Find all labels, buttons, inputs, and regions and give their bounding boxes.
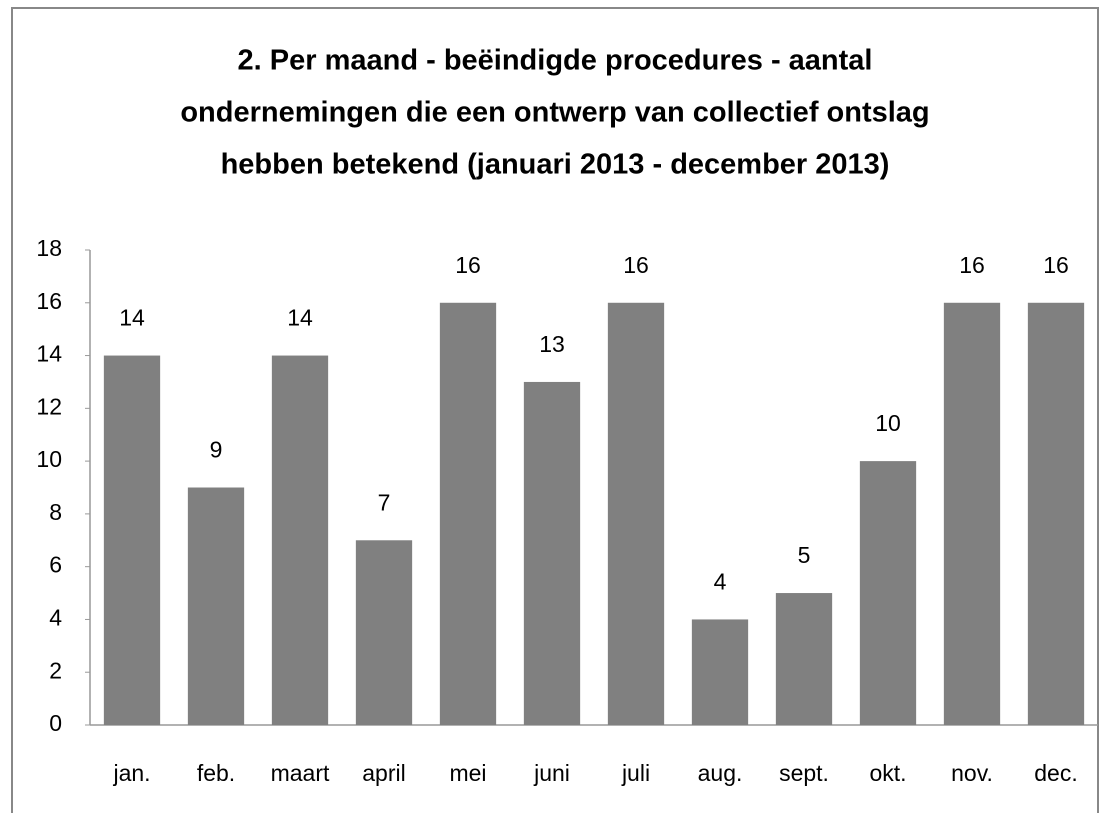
bar <box>355 540 413 725</box>
bar <box>187 487 245 725</box>
bar <box>691 619 749 725</box>
x-tick-label: mei <box>449 760 486 786</box>
x-tick-label: sept. <box>779 760 829 786</box>
x-tick-label: juli <box>621 760 650 786</box>
y-tick-label: 12 <box>36 393 62 419</box>
chart-title: 2. Per maand - beëindigde procedures - a… <box>238 45 873 77</box>
data-label: 4 <box>714 569 727 595</box>
data-label: 5 <box>798 542 811 568</box>
y-tick-label: 6 <box>49 552 62 578</box>
x-tick-label: feb. <box>197 760 235 786</box>
bar <box>523 381 581 725</box>
data-label: 16 <box>1043 252 1069 278</box>
chart-title: hebben betekend (januari 2013 - december… <box>221 149 890 181</box>
bar <box>859 461 917 725</box>
y-tick-label: 18 <box>36 235 62 261</box>
bar <box>943 302 1001 725</box>
y-tick-label: 4 <box>49 605 62 631</box>
data-label: 10 <box>875 410 901 436</box>
data-label: 9 <box>210 437 223 463</box>
data-label: 16 <box>455 252 481 278</box>
data-label: 14 <box>287 305 313 331</box>
bar <box>103 355 161 725</box>
data-label: 7 <box>378 489 391 515</box>
bar <box>439 302 497 725</box>
x-tick-label: juni <box>533 760 570 786</box>
y-tick-label: 2 <box>49 657 62 683</box>
x-tick-label: nov. <box>951 760 993 786</box>
x-tick-label: april <box>362 760 405 786</box>
y-tick-label: 0 <box>49 710 62 736</box>
data-label: 16 <box>623 252 649 278</box>
chart-title: ondernemingen die een ontwerp van collec… <box>180 97 929 129</box>
data-label: 14 <box>119 305 145 331</box>
data-label: 16 <box>959 252 985 278</box>
bar <box>271 355 329 725</box>
x-tick-label: aug. <box>698 760 743 786</box>
y-tick-label: 14 <box>36 341 62 367</box>
bar <box>1027 302 1085 725</box>
bar <box>775 593 833 725</box>
y-tick-label: 8 <box>49 499 62 525</box>
y-tick-label: 10 <box>36 446 62 472</box>
y-tick-label: 16 <box>36 288 62 314</box>
x-tick-label: maart <box>271 760 330 786</box>
bar <box>607 302 665 725</box>
data-label: 13 <box>539 331 565 357</box>
x-tick-label: okt. <box>869 760 906 786</box>
x-tick-label: jan. <box>112 760 150 786</box>
x-tick-label: dec. <box>1034 760 1077 786</box>
